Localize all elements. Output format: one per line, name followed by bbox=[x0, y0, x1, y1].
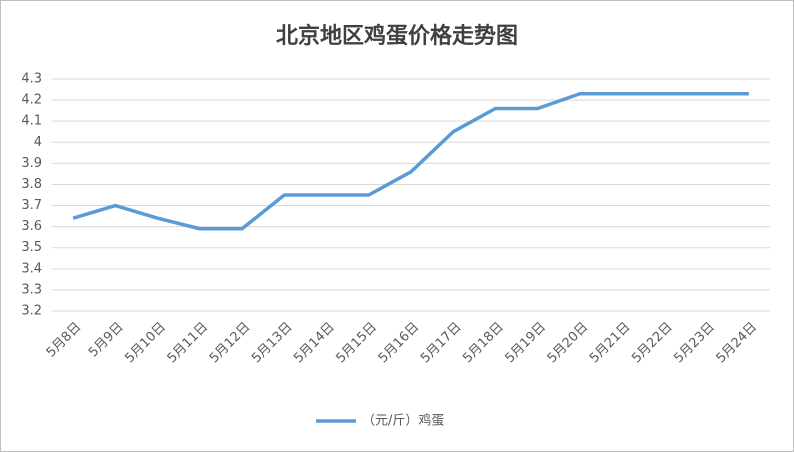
y-tick-label: 3.8 bbox=[21, 177, 42, 192]
chart-title: 北京地区鸡蛋价格走势图 bbox=[276, 23, 518, 49]
legend-label: （元/斤）鸡蛋 bbox=[362, 413, 444, 429]
y-tick-label: 4 bbox=[34, 135, 42, 150]
y-tick-label: 4.2 bbox=[21, 93, 42, 108]
y-tick-label: 3.6 bbox=[21, 219, 42, 234]
y-tick-label: 3.2 bbox=[21, 304, 42, 319]
y-tick-label: 3.9 bbox=[21, 156, 42, 171]
series-line bbox=[72, 92, 749, 231]
y-tick-label: 4.3 bbox=[21, 72, 42, 87]
y-tick-label: 3.7 bbox=[21, 198, 42, 213]
y-tick-label: 3.3 bbox=[21, 282, 42, 297]
y-tick-label: 3.5 bbox=[21, 240, 42, 255]
y-tick-label: 4.1 bbox=[21, 114, 42, 129]
y-tick-label: 3.4 bbox=[21, 261, 42, 276]
